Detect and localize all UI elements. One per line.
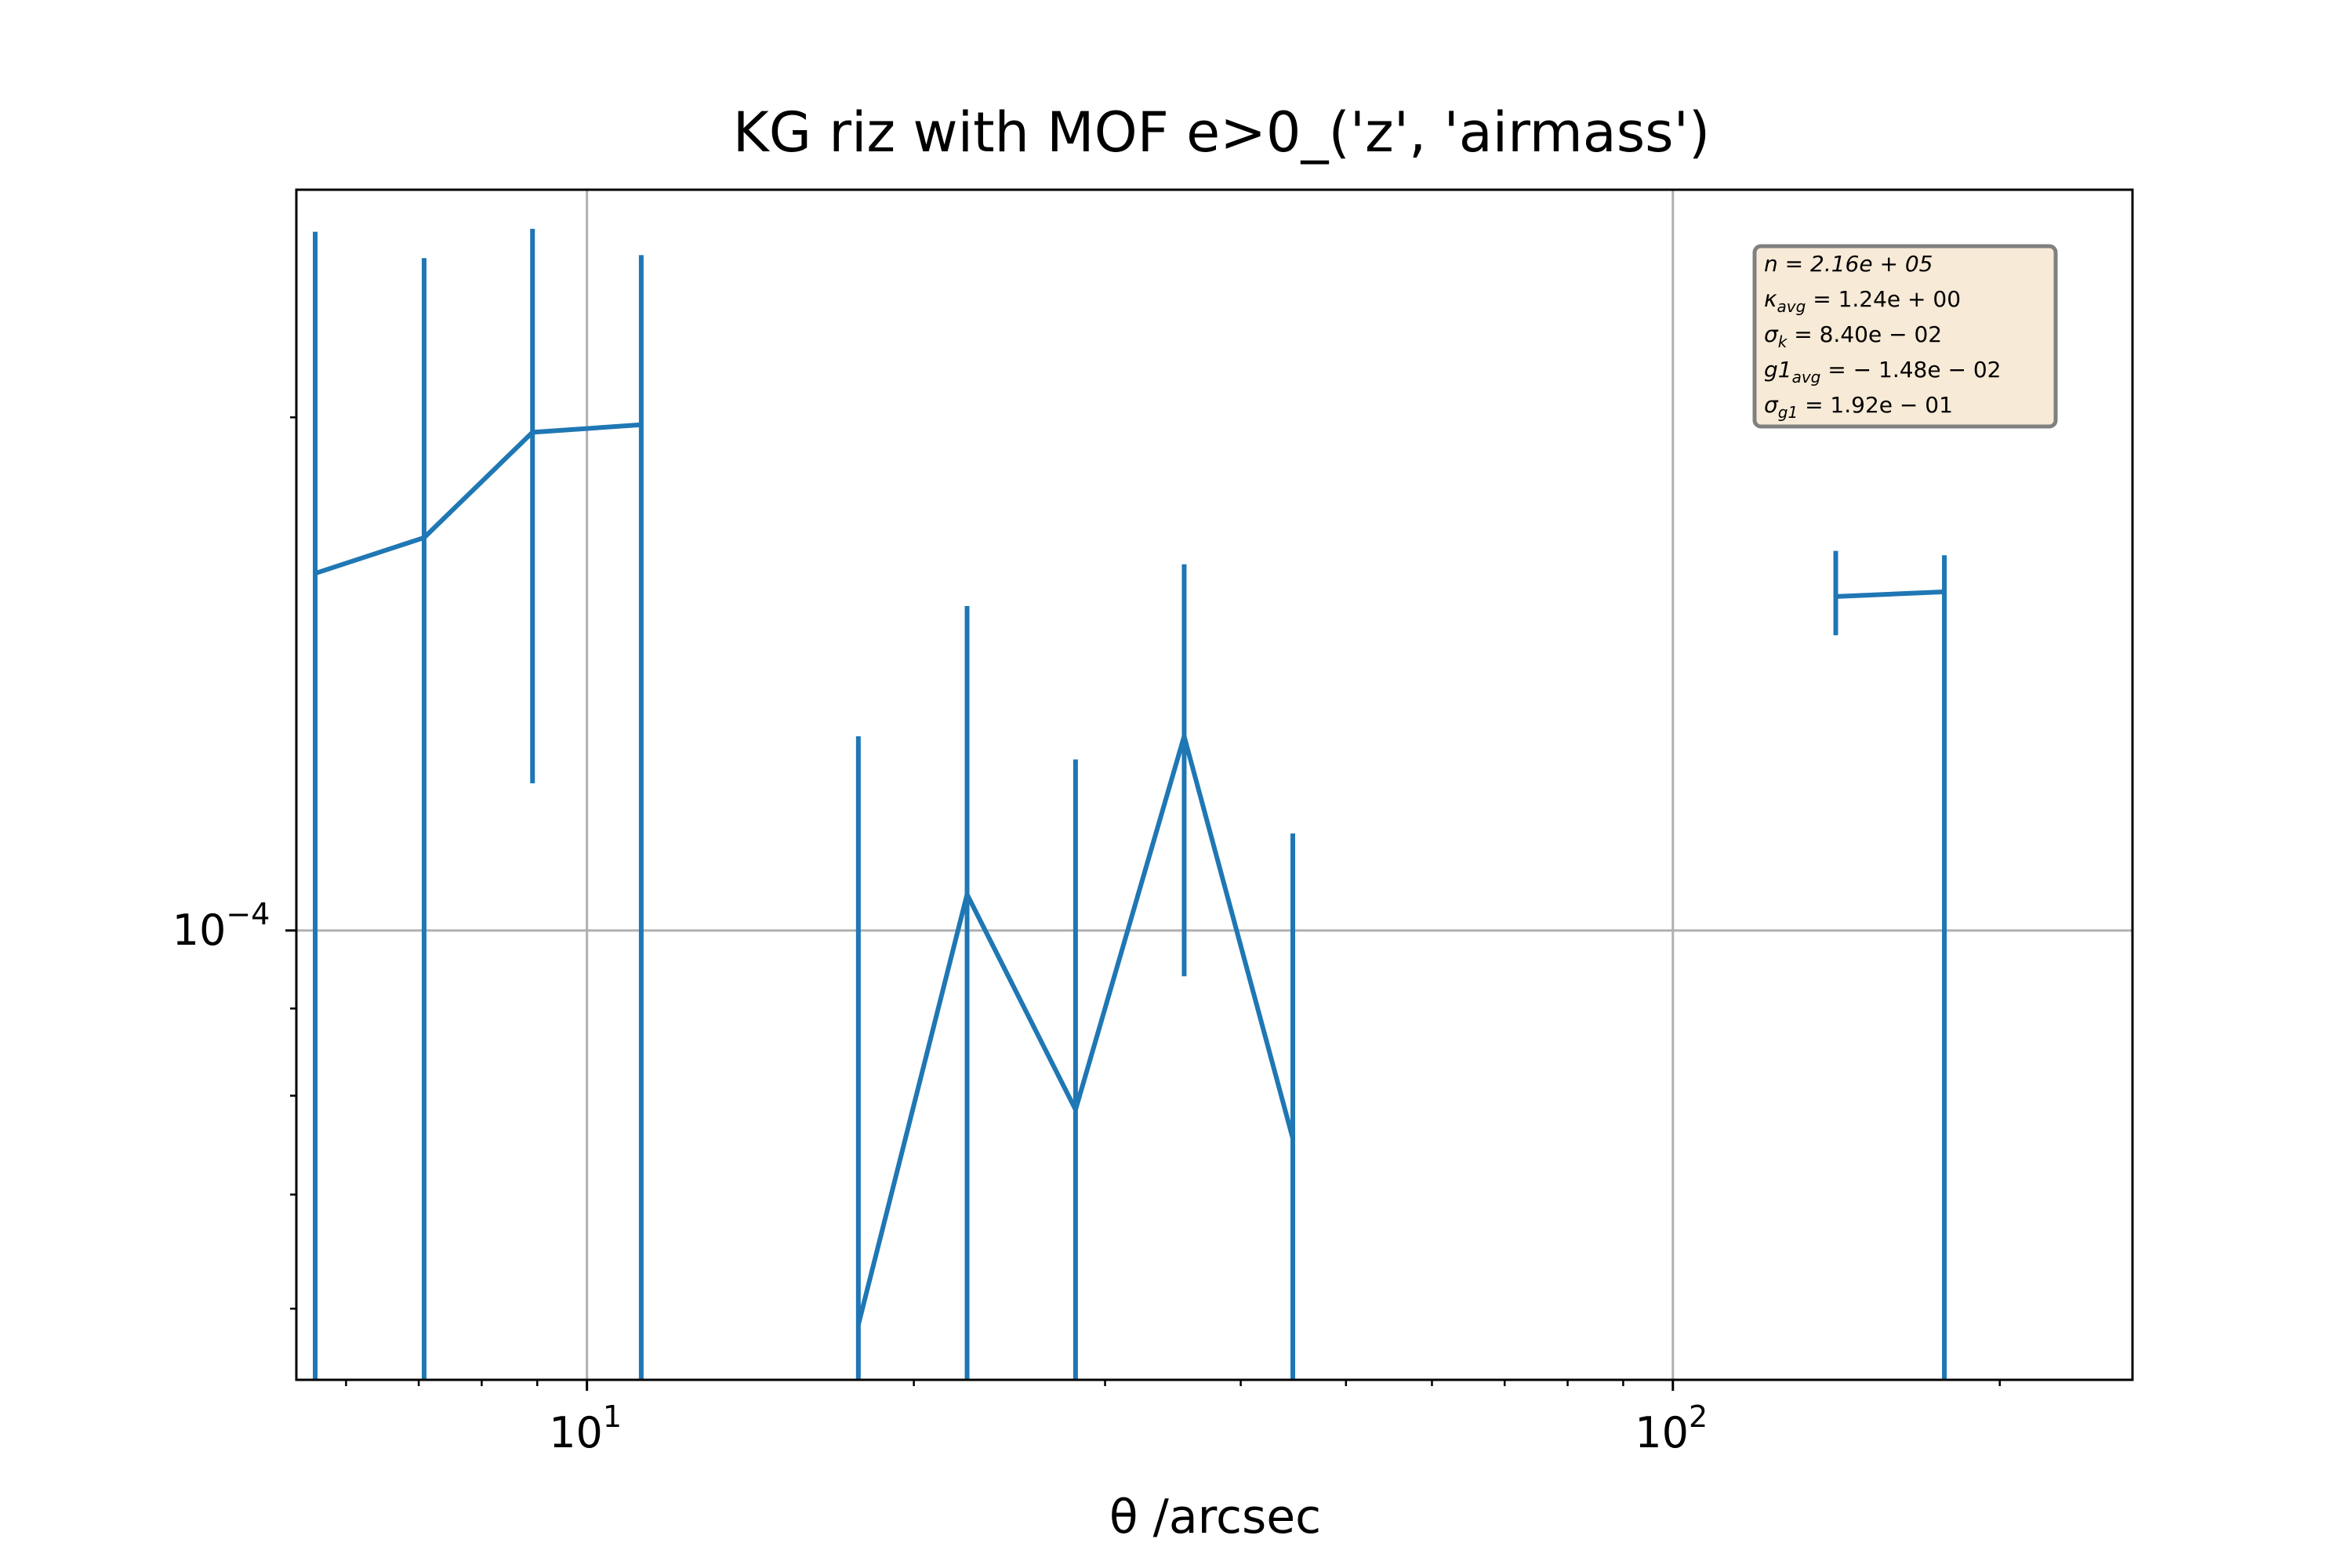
stats-line: κavg = 1.24e + 00 [1764, 286, 1961, 316]
stats-box: n = 2.16e + 05 κavg = 1.24e + 00 σk = 8.40… [1752, 244, 2058, 429]
y-tick-labels: 10−4 [172, 897, 270, 955]
series-layer [313, 228, 1947, 1380]
stats-box-frame [1752, 244, 2058, 429]
plot-frame [295, 188, 2134, 1381]
x-axis-label: θ /arcsec [1109, 1490, 1321, 1544]
grid-lines [296, 190, 2132, 1380]
x-tick-labels: 101 102 [549, 1399, 1708, 1457]
stats-line: n = 2.16e + 05 [1764, 251, 1933, 277]
stats-lines: n = 2.16e + 05 κavg = 1.24e + 00 σk = 8.40… [1764, 251, 2001, 422]
series-line [1835, 589, 1945, 599]
stats-line: σg1 = 1.92e − 01 [1764, 392, 1953, 422]
x-tick-label: 102 [1635, 1399, 1708, 1457]
stats-line: g1avg = − 1.48e − 02 [1764, 357, 2001, 387]
chart-title: KG riz with MOF e>0_('z', 'airmass') [733, 100, 1710, 165]
series-line [314, 422, 642, 576]
x-tick-label: 101 [549, 1399, 622, 1457]
y-tick-label: 10−4 [172, 897, 270, 955]
stats-line: σk = 8.40e − 02 [1764, 321, 1942, 351]
